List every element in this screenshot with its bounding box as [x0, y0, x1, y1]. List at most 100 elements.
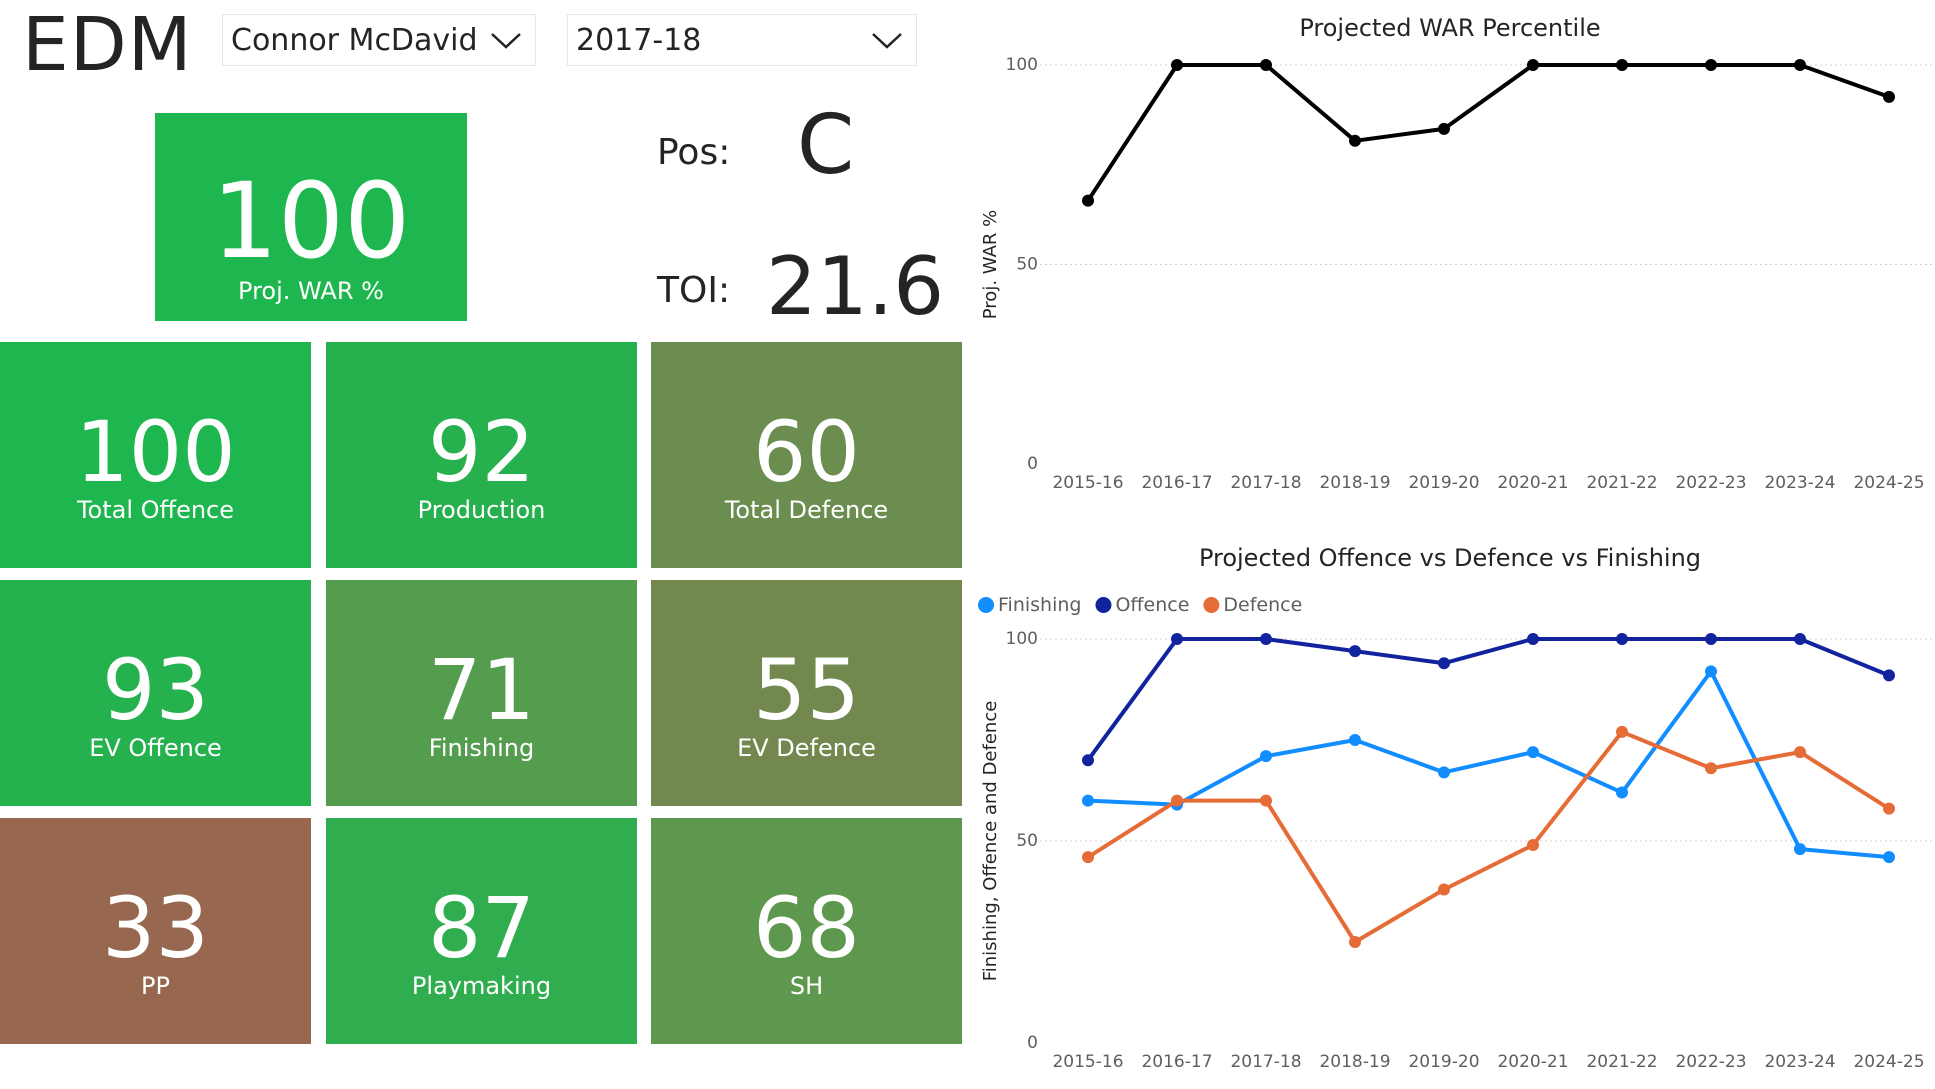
x-tick-label: 2016-17 [1141, 473, 1212, 493]
metric-value: 92 [428, 403, 535, 501]
data-point[interactable] [1349, 134, 1361, 147]
data-point[interactable] [1527, 839, 1539, 852]
offence-defence-finishing-chart: 0 50 100 Finishing, Offence and Defence 2015… [978, 594, 1935, 1072]
data-point[interactable] [1616, 633, 1628, 645]
season-slicer[interactable]: 2017-18 [567, 14, 917, 66]
legend-label[interactable]: Offence [1115, 594, 1189, 616]
metric-value: 33 [102, 879, 209, 977]
x-tick-label: 2015-16 [1052, 473, 1123, 493]
x-tick-label: 2017-18 [1230, 1052, 1301, 1072]
y-axis-title: Proj. WAR % [980, 210, 1001, 319]
metric-tile: 92 Production [326, 342, 637, 568]
data-point[interactable] [1705, 59, 1717, 71]
proj-war-tile: 100 Proj. WAR % [155, 113, 467, 321]
data-point[interactable] [1616, 59, 1628, 71]
data-point[interactable] [1438, 766, 1450, 779]
metric-tile: 71 Finishing [326, 580, 637, 806]
data-point[interactable] [1171, 794, 1183, 807]
chevron-down-icon[interactable] [870, 25, 904, 55]
x-tick-label: 2020-21 [1497, 473, 1568, 493]
data-point[interactable] [1349, 734, 1361, 746]
data-point[interactable] [1082, 851, 1094, 864]
metric-label: EV Offence [89, 734, 222, 762]
metric-tile: 87 Playmaking [326, 818, 637, 1044]
data-point[interactable] [1794, 633, 1806, 645]
metric-label: Production [417, 496, 546, 524]
data-point[interactable] [1438, 122, 1450, 135]
war-percentile-chart: 0 50 100 Proj. WAR % 2015-16 2016-17 2017-18 20… [980, 55, 1935, 493]
metric-label: Total Defence [724, 496, 889, 524]
data-point[interactable] [1438, 883, 1450, 896]
metric-tile: 33 PP [0, 818, 311, 1044]
data-point[interactable] [1349, 645, 1361, 658]
x-tick-label: 2017-18 [1230, 473, 1301, 493]
y-tick-label: 0 [1027, 454, 1038, 474]
proj-war-value: 100 [211, 160, 411, 282]
data-point[interactable] [1794, 59, 1806, 71]
data-point[interactable] [1082, 794, 1094, 807]
series-line-finishing [1087, 669, 1890, 860]
data-point[interactable] [1616, 786, 1628, 799]
data-point[interactable] [1616, 725, 1628, 738]
chevron-down-icon[interactable] [489, 25, 523, 55]
data-point[interactable] [1883, 669, 1895, 682]
series-line-defence [1086, 729, 1891, 944]
data-point[interactable] [1883, 851, 1895, 864]
data-point[interactable] [1527, 59, 1539, 71]
data-point[interactable] [1349, 936, 1361, 948]
x-tick-label: 2021-22 [1586, 473, 1657, 493]
x-tick-label: 2020-21 [1497, 1052, 1568, 1072]
data-point[interactable] [1260, 59, 1272, 71]
x-tick-label: 2019-20 [1408, 1052, 1479, 1072]
legend-marker [978, 597, 994, 613]
metric-label: PP [141, 972, 170, 1000]
ovd-chart-title: Projected Offence vs Defence vs Finishin… [1198, 544, 1702, 572]
x-tick-label: 2021-22 [1586, 1052, 1657, 1072]
x-tick-label: 2019-20 [1408, 473, 1479, 493]
metric-tile: 60 Total Defence [651, 342, 962, 568]
data-point[interactable] [1082, 194, 1094, 207]
player-slicer[interactable]: Connor McDavid [222, 14, 536, 66]
team-title: EDM [22, 2, 193, 88]
x-tick-label: 2024-25 [1853, 473, 1924, 493]
metric-tile: 93 EV Offence [0, 580, 311, 806]
x-tick-label: 2015-16 [1052, 1052, 1123, 1072]
data-point[interactable] [1527, 746, 1539, 759]
series-line-proj-war- [1086, 63, 1890, 202]
metric-value: 68 [753, 879, 860, 977]
data-point[interactable] [1705, 665, 1717, 678]
data-point[interactable] [1883, 802, 1895, 815]
metric-tile: 100 Total Offence [0, 342, 311, 568]
data-point[interactable] [1438, 657, 1450, 670]
data-point[interactable] [1260, 633, 1272, 645]
metric-label: EV Defence [737, 734, 876, 762]
x-tick-label: 2023-24 [1764, 473, 1835, 493]
data-point[interactable] [1260, 794, 1272, 807]
pos-label: Pos: [657, 132, 731, 173]
y-axis-title: Finishing, Offence and Defence [980, 701, 1001, 982]
legend-label[interactable]: Finishing [998, 594, 1081, 616]
y-tick-label: 50 [1016, 831, 1038, 851]
metric-value: 55 [753, 641, 860, 739]
data-point[interactable] [1527, 633, 1539, 645]
x-tick-label: 2016-17 [1141, 1052, 1212, 1072]
legend-marker [1095, 597, 1112, 613]
x-tick-label: 2022-23 [1675, 1052, 1746, 1072]
data-point[interactable] [1171, 633, 1183, 645]
data-point[interactable] [1260, 750, 1272, 763]
metric-label: Playmaking [411, 972, 552, 1000]
data-point[interactable] [1794, 843, 1806, 856]
season-slicer-value: 2017-18 [576, 22, 702, 58]
legend-label[interactable]: Defence [1223, 594, 1302, 616]
data-point[interactable] [1171, 59, 1183, 71]
pos-value: C [797, 98, 855, 193]
metric-label: Finishing [428, 734, 535, 762]
data-point[interactable] [1705, 633, 1717, 645]
player-slicer-value: Connor McDavid [231, 22, 478, 58]
data-point[interactable] [1883, 90, 1895, 103]
data-point[interactable] [1082, 754, 1094, 767]
data-point[interactable] [1705, 762, 1717, 775]
toi-value: 21.6 [766, 240, 945, 333]
x-tick-label: 2022-23 [1675, 473, 1746, 493]
data-point[interactable] [1794, 746, 1806, 759]
